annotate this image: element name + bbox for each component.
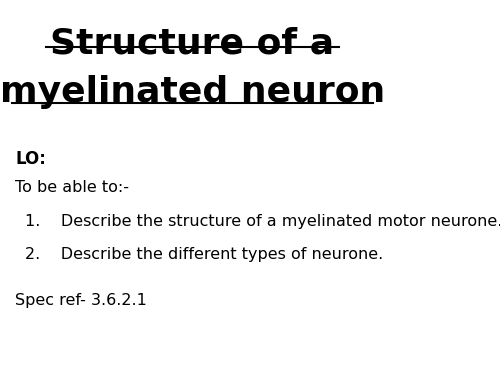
Text: 1.    Describe the structure of a myelinated motor neurone.: 1. Describe the structure of a myelinate… (25, 214, 500, 229)
Text: myelinated neuron: myelinated neuron (0, 75, 385, 109)
Text: Structure of a: Structure of a (50, 26, 335, 60)
Text: To be able to:-: To be able to:- (16, 180, 130, 195)
Text: Spec ref- 3.6.2.1: Spec ref- 3.6.2.1 (16, 292, 148, 308)
Text: LO:: LO: (16, 150, 46, 168)
Text: 2.    Describe the different types of neurone.: 2. Describe the different types of neuro… (25, 248, 384, 262)
